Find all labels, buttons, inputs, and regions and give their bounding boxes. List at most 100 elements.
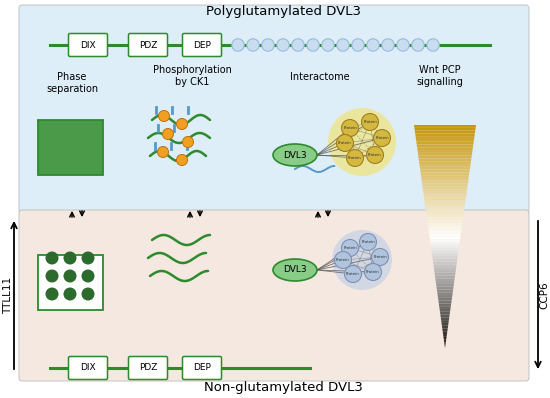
Polygon shape [431, 245, 459, 248]
Circle shape [371, 248, 388, 265]
Polygon shape [419, 158, 471, 161]
Polygon shape [427, 217, 463, 220]
Polygon shape [417, 150, 472, 153]
Circle shape [382, 39, 394, 51]
Circle shape [277, 39, 289, 51]
Polygon shape [418, 156, 472, 158]
Text: PDZ: PDZ [139, 363, 157, 373]
Circle shape [328, 108, 396, 176]
Polygon shape [441, 320, 449, 323]
Ellipse shape [273, 259, 317, 281]
Polygon shape [422, 181, 468, 183]
Polygon shape [436, 281, 454, 284]
Polygon shape [428, 225, 462, 228]
Circle shape [46, 269, 58, 283]
Polygon shape [427, 222, 463, 225]
Circle shape [63, 269, 76, 283]
Polygon shape [424, 195, 466, 197]
Circle shape [342, 240, 359, 256]
Polygon shape [438, 300, 452, 303]
Polygon shape [430, 239, 460, 242]
Circle shape [352, 39, 364, 51]
Polygon shape [433, 261, 457, 264]
Text: TTLL11: TTLL11 [3, 277, 13, 314]
Polygon shape [420, 170, 470, 172]
Circle shape [63, 252, 76, 265]
Polygon shape [431, 250, 459, 253]
Polygon shape [444, 339, 446, 342]
Text: Non-glutamylated DVL3: Non-glutamylated DVL3 [204, 382, 362, 394]
Polygon shape [439, 306, 451, 309]
Polygon shape [442, 326, 448, 328]
Text: Protein: Protein [348, 156, 362, 160]
Polygon shape [442, 323, 448, 326]
Polygon shape [427, 220, 463, 222]
Circle shape [366, 146, 383, 164]
Circle shape [342, 119, 359, 137]
Text: DIX: DIX [80, 41, 96, 49]
Circle shape [337, 135, 354, 152]
Polygon shape [439, 303, 451, 306]
Text: Phosphorylation
by CK1: Phosphorylation by CK1 [152, 65, 232, 87]
Circle shape [337, 39, 349, 51]
Polygon shape [422, 186, 468, 189]
Circle shape [183, 137, 194, 148]
Polygon shape [425, 206, 465, 209]
FancyBboxPatch shape [129, 357, 168, 380]
FancyBboxPatch shape [69, 33, 107, 57]
Circle shape [344, 265, 361, 283]
Polygon shape [439, 309, 450, 312]
Circle shape [412, 39, 424, 51]
Polygon shape [434, 273, 455, 275]
Polygon shape [424, 192, 467, 195]
Text: Phase
separation: Phase separation [46, 72, 98, 94]
Text: Protein: Protein [336, 258, 350, 262]
Polygon shape [443, 331, 447, 334]
Polygon shape [416, 142, 474, 144]
Text: Protein: Protein [361, 240, 375, 244]
Polygon shape [430, 236, 460, 239]
Polygon shape [415, 131, 475, 133]
Text: Protein: Protein [368, 153, 382, 157]
Text: Protein: Protein [366, 270, 380, 274]
Circle shape [63, 287, 76, 300]
Circle shape [262, 39, 274, 51]
Polygon shape [422, 183, 468, 186]
Text: CCP6: CCP6 [539, 281, 549, 309]
Polygon shape [414, 125, 476, 128]
Polygon shape [441, 314, 450, 317]
Circle shape [81, 252, 95, 265]
Circle shape [81, 269, 95, 283]
Polygon shape [430, 242, 460, 245]
Polygon shape [436, 284, 454, 287]
Circle shape [346, 150, 364, 166]
Polygon shape [431, 248, 459, 250]
Polygon shape [420, 167, 470, 170]
Text: DIX: DIX [80, 363, 96, 373]
Polygon shape [432, 256, 458, 259]
Circle shape [367, 39, 379, 51]
Polygon shape [435, 275, 455, 278]
FancyBboxPatch shape [19, 210, 529, 381]
Polygon shape [437, 289, 453, 292]
Polygon shape [438, 298, 452, 300]
Polygon shape [418, 153, 472, 156]
Polygon shape [432, 253, 458, 256]
Polygon shape [426, 214, 464, 217]
Polygon shape [420, 164, 471, 167]
Polygon shape [421, 175, 469, 178]
FancyBboxPatch shape [183, 357, 222, 380]
Circle shape [177, 154, 188, 166]
Text: Interactome: Interactome [290, 72, 350, 82]
FancyBboxPatch shape [38, 120, 103, 175]
Circle shape [334, 252, 351, 269]
Polygon shape [421, 178, 469, 181]
Circle shape [158, 111, 169, 121]
Text: Protein: Protein [343, 126, 357, 130]
FancyBboxPatch shape [129, 33, 168, 57]
Polygon shape [421, 172, 469, 175]
Polygon shape [426, 209, 464, 211]
Polygon shape [435, 278, 455, 281]
Circle shape [81, 287, 95, 300]
Circle shape [232, 39, 244, 51]
